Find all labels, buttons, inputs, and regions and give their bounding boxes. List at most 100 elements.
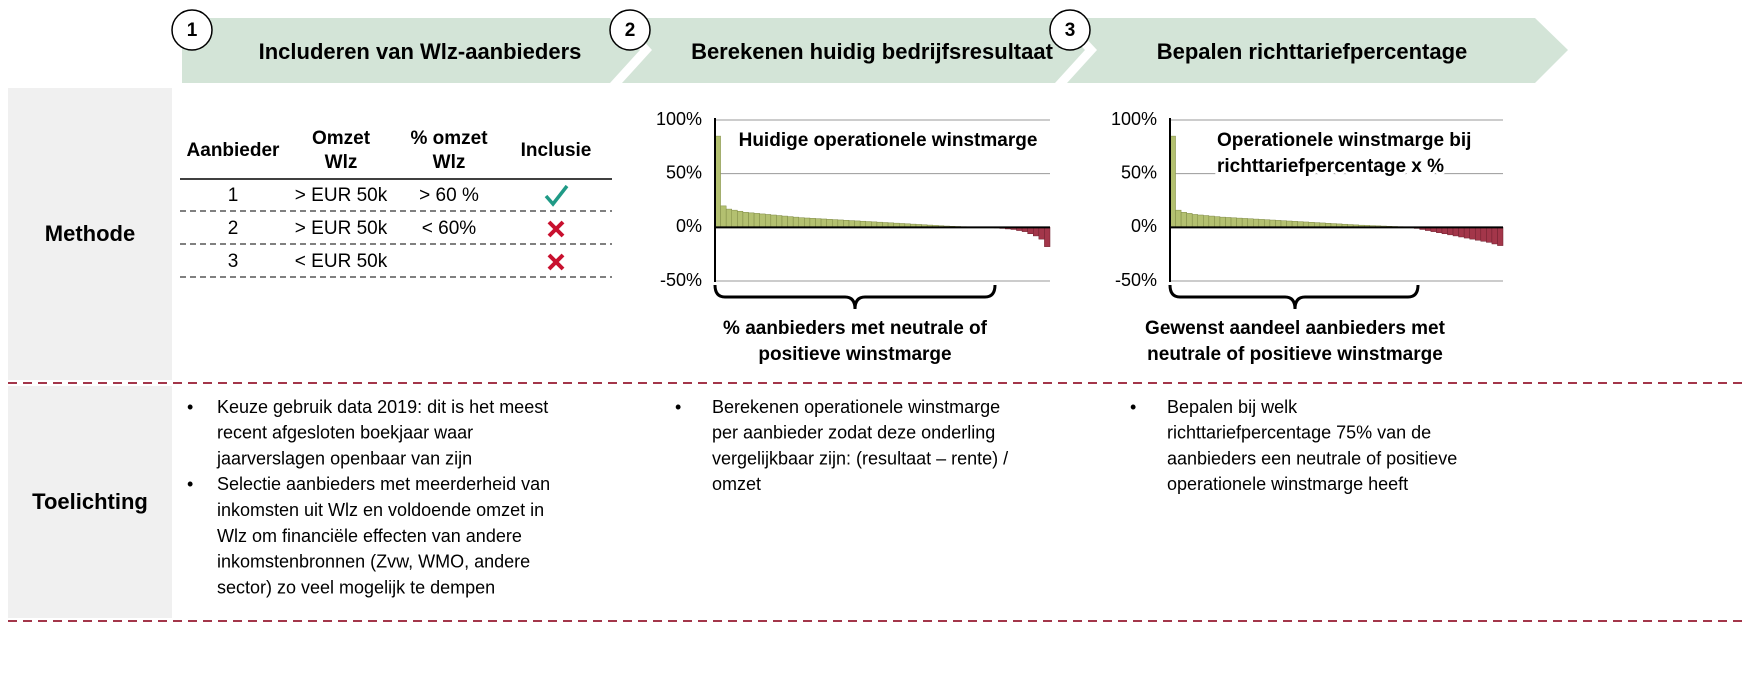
table-cell: 1	[228, 185, 239, 206]
bar	[1480, 227, 1487, 242]
y-tick-label: -50%	[660, 270, 702, 290]
brace-caption: neutrale of positieve winstmarge	[1147, 344, 1443, 365]
bar	[781, 215, 788, 228]
bar	[1197, 214, 1204, 228]
bar	[1475, 227, 1482, 241]
bar	[843, 219, 850, 228]
bullet: •	[187, 474, 193, 494]
bar	[1191, 214, 1198, 228]
bar	[770, 214, 777, 228]
bar	[753, 213, 760, 228]
step-number: 1	[187, 20, 198, 41]
table-cell: 3	[228, 251, 239, 272]
table-cell: > 60 %	[419, 185, 479, 206]
bar	[1038, 227, 1045, 240]
brace	[1168, 284, 1420, 310]
bar	[826, 219, 833, 228]
bar	[742, 212, 749, 228]
bar	[1458, 227, 1465, 238]
bar	[748, 212, 755, 228]
row-label: Toelichting	[32, 489, 148, 514]
chart-title: Operationele winstmarge bij	[1217, 130, 1471, 151]
bar	[1208, 215, 1215, 228]
note-text: sector) zo veel mogelijk te dempen	[217, 577, 495, 597]
note-text: Bepalen bij welk	[1167, 397, 1298, 417]
note-text: Wlz om financiële effecten van andere	[217, 526, 522, 546]
bar	[798, 217, 805, 228]
bar	[1247, 218, 1254, 228]
bar	[832, 219, 839, 228]
bar	[1486, 227, 1493, 243]
y-tick-label: 50%	[1121, 162, 1157, 182]
bar	[1180, 212, 1187, 228]
bar	[1214, 216, 1221, 228]
bar	[820, 218, 827, 228]
bar	[1241, 218, 1248, 228]
row-label: Methode	[45, 221, 135, 246]
step-title: Includeren van Wlz-aanbieders	[259, 39, 582, 64]
y-tick-label: -50%	[1115, 270, 1157, 290]
bar	[725, 208, 733, 228]
note-text: richttariefpercentage 75% van de	[1167, 423, 1431, 443]
bar	[1219, 216, 1226, 228]
bar	[1497, 227, 1504, 246]
bar	[1264, 219, 1271, 228]
y-tick-label: 50%	[666, 162, 702, 182]
note-text: omzet	[712, 474, 761, 494]
bar	[1033, 227, 1040, 237]
bar	[809, 218, 816, 228]
bar	[1236, 217, 1243, 228]
table-header: Wlz	[433, 152, 466, 173]
bullet: •	[675, 397, 681, 417]
step-circle	[1049, 9, 1091, 51]
step-title: Bepalen richttariefpercentage	[1157, 39, 1468, 64]
bar	[804, 217, 811, 228]
note-text: Selectie aanbieders met meerderheid van	[217, 474, 550, 494]
brace-caption: positieve winstmarge	[758, 344, 951, 365]
bar	[1186, 213, 1193, 228]
table-header: Aanbieder	[187, 140, 281, 161]
note-text: Berekenen operationele winstmarge	[712, 397, 1000, 417]
table-cell: 2	[228, 218, 239, 239]
step-number: 2	[625, 20, 636, 41]
note-text: vergelijkbaar zijn: (resultaat – rente) …	[712, 448, 1008, 468]
brace	[713, 284, 997, 310]
bar	[776, 215, 783, 228]
table-cell: < EUR 50k	[295, 251, 388, 272]
note-text: jaarverslagen openbaar van zijn	[216, 448, 472, 468]
step-banner	[1067, 18, 1568, 83]
step-banner	[622, 18, 1085, 83]
chart-title: richttariefpercentage x %	[1217, 156, 1444, 177]
bar	[1044, 227, 1051, 247]
bar	[1253, 218, 1260, 228]
table-cell: < 60%	[422, 218, 477, 239]
bullet: •	[187, 397, 193, 417]
bar	[1452, 227, 1459, 237]
bar	[1275, 220, 1282, 228]
bar	[837, 219, 844, 228]
note-text: per aanbieder zodat deze onderling	[712, 423, 995, 443]
step-circle	[171, 9, 213, 51]
table-header: % omzet	[410, 128, 488, 149]
y-tick-label: 0%	[1131, 216, 1157, 236]
bar	[1175, 209, 1182, 228]
bar	[1469, 227, 1476, 240]
row-header-bg	[8, 386, 172, 618]
step-number: 3	[1065, 20, 1076, 41]
note-text: operationele winstmarge heeft	[1167, 474, 1408, 494]
bar	[1258, 219, 1265, 228]
table-cell: > EUR 50k	[295, 185, 388, 206]
step-banner	[182, 18, 640, 83]
brace-caption: % aanbieders met neutrale of	[723, 318, 988, 339]
bar	[1491, 227, 1498, 245]
bar	[1447, 227, 1454, 236]
cross-icon	[547, 220, 565, 238]
chart-title: Huidige operationele winstmarge	[739, 130, 1038, 151]
row-header-bg	[8, 88, 172, 380]
bar	[1463, 227, 1470, 239]
note-text: inkomsten uit Wlz en voldoende omzet in	[217, 500, 544, 520]
bar	[759, 213, 766, 228]
table-header: Inclusie	[521, 140, 592, 161]
